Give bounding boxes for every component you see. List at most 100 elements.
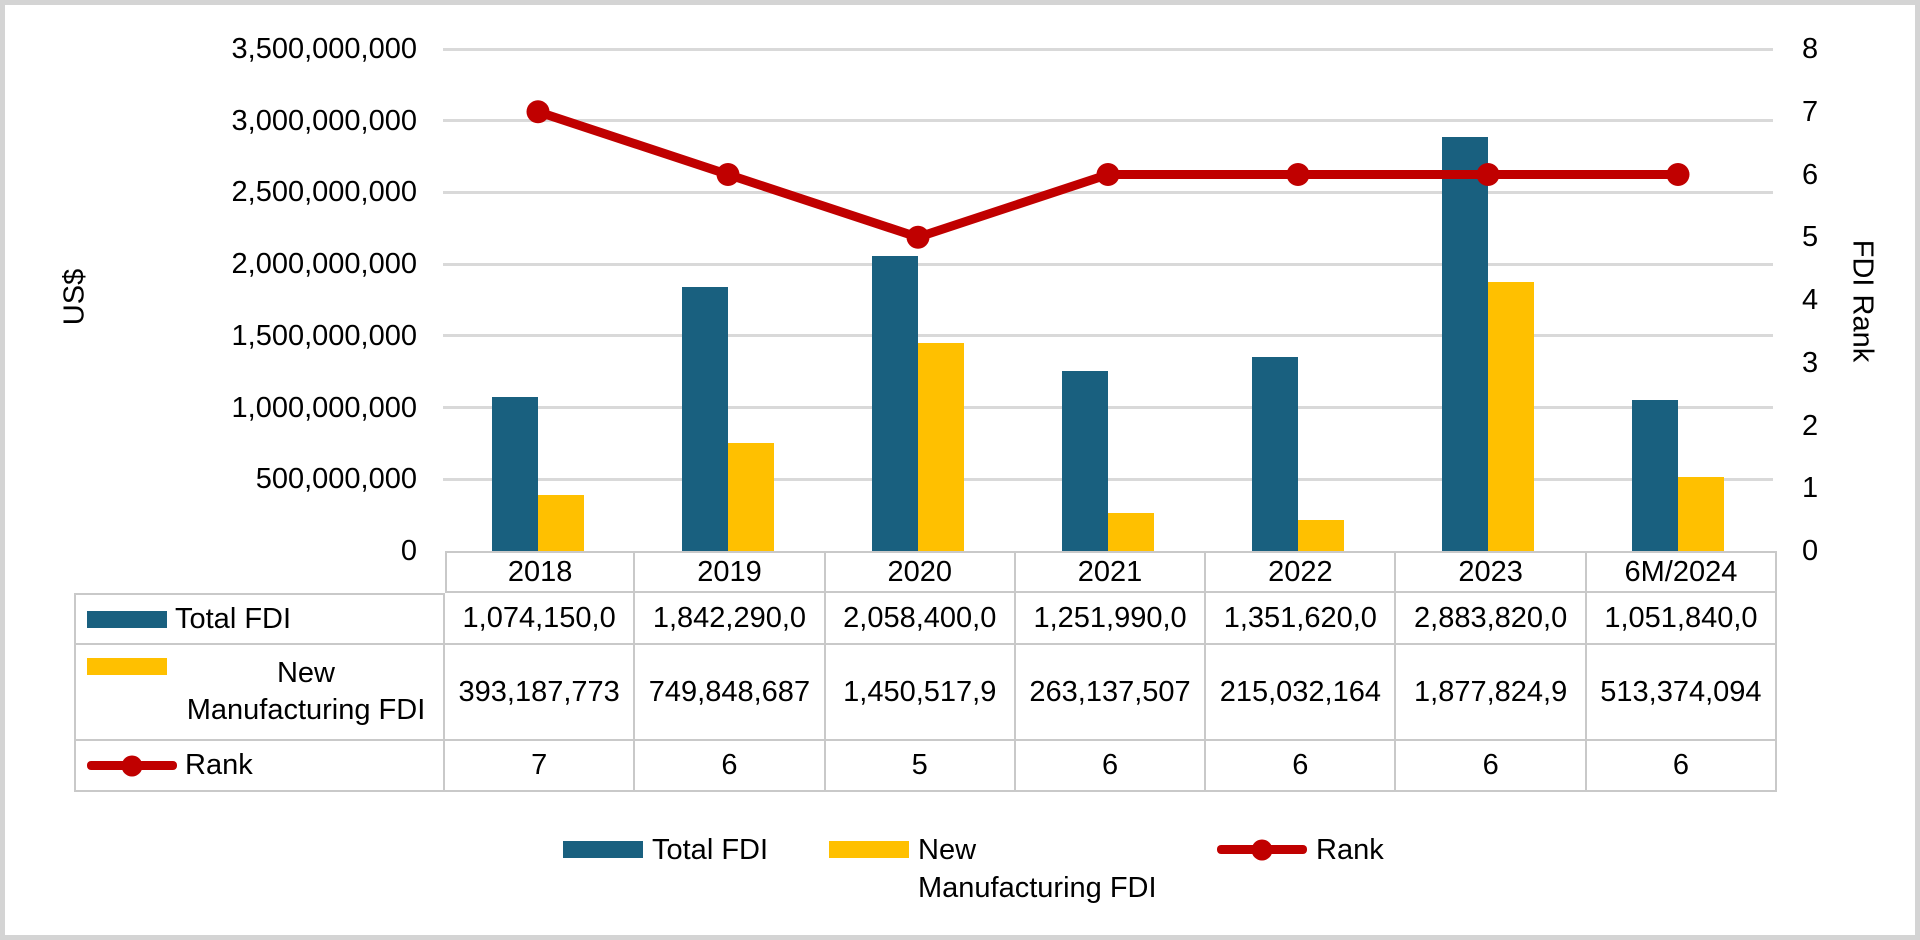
table-key-label-line: Manufacturing FDI (186, 694, 426, 726)
legend-item-new-manufacturing-fdi: New Manufacturing FDI (829, 831, 1157, 907)
table-year-header: 2018 (445, 551, 636, 593)
bar-new-manufacturing-fdi-2021 (1108, 513, 1154, 551)
table-cell: 393,187,773 (445, 645, 636, 741)
table-key-total-fdi: Total FDI (74, 593, 445, 645)
left-axis-tick-label: 2,000,000,000 (231, 248, 417, 281)
right-axis-tick-label: 5 (1802, 221, 1819, 254)
table-year-header: 2021 (1015, 551, 1207, 593)
right-axis-tick-label: 4 (1802, 284, 1819, 316)
table-swatch-total-fdi-icon (87, 610, 167, 628)
rank-marker-2020 (906, 225, 930, 249)
table-cell: 1,251,990,0 (1015, 593, 1207, 645)
left-axis-tick-label: 3,500,000,000 (231, 33, 417, 65)
bar-total-fdi-2018 (492, 396, 538, 551)
left-axis-tick-label: 500,000,000 (255, 463, 417, 496)
table-key-label-line: Rank (185, 749, 253, 781)
table-cell: 2,883,820,0 (1396, 593, 1587, 645)
table-cell: 1,051,840,0 (1586, 593, 1778, 645)
gridline (443, 477, 1773, 481)
rank-marker-6m-2024 (1666, 163, 1690, 186)
gridline (443, 190, 1773, 194)
table-key-label: Rank (185, 747, 253, 784)
gridline (443, 119, 1773, 123)
legend-item-total-fdi: Total FDI (563, 831, 768, 869)
bar-new-manufacturing-fdi-2022 (1298, 520, 1344, 551)
right-axis-title: FDI Rank (1846, 239, 1879, 363)
right-axis-tick-label: 1 (1802, 472, 1819, 505)
right-axis-tick-label: 0 (1802, 535, 1819, 567)
table-cell: 6 (1586, 741, 1778, 792)
table-cell: 6 (1396, 741, 1587, 792)
left-axis-tick-label: 1,000,000,000 (231, 391, 417, 424)
bar-total-fdi-2021 (1062, 371, 1108, 551)
bar-total-fdi-2019 (682, 286, 728, 551)
rank-line-series (526, 100, 1690, 249)
bar-new-manufacturing-fdi-2020 (918, 342, 964, 551)
bar-total-fdi-2023 (1442, 137, 1488, 551)
left-axis-tick-label: 3,000,000,000 (231, 104, 417, 137)
legend-swatch-new-manufacturing-fdi-icon (829, 841, 909, 858)
gridline (443, 262, 1773, 266)
rank-marker-2018 (526, 100, 550, 124)
bar-new-manufacturing-fdi-2019 (728, 443, 774, 551)
legend-line-marker-rank-icon (1217, 845, 1307, 854)
gridline (443, 47, 1773, 51)
table-swatch-new-manufacturing-fdi-icon (87, 658, 167, 675)
table-cell: 749,848,687 (635, 645, 826, 741)
legend-item-rank: Rank (1217, 831, 1384, 869)
table-year-header: 2020 (825, 551, 1016, 593)
right-axis-tick-label: 6 (1802, 158, 1819, 191)
table-key-label: Total FDI (175, 601, 291, 638)
bar-new-manufacturing-fdi-6m-2024 (1678, 477, 1724, 551)
table-cell: 5 (825, 741, 1016, 792)
table-key-label: New Manufacturing FDI (175, 655, 437, 729)
table-cell: 7 (445, 741, 636, 792)
rank-marker-2023 (1476, 163, 1500, 186)
legend-label-rank: Rank (1316, 834, 1384, 866)
table-cell: 1,877,824,9 (1396, 645, 1587, 741)
right-axis-tick-label: 2 (1802, 409, 1819, 442)
table-year-header: 6M/2024 (1586, 551, 1778, 593)
table-year-header: 2022 (1206, 551, 1397, 593)
table-year-header: 2023 (1396, 551, 1587, 593)
table-cell: 6 (635, 741, 826, 792)
left-axis-tick-label: 1,500,000,000 (231, 319, 417, 352)
table-cell: 1,842,290,0 (635, 593, 826, 645)
table-cell: 2,058,400,0 (825, 593, 1016, 645)
table-key-label-line: New (276, 657, 335, 689)
bar-total-fdi-2020 (872, 255, 918, 551)
table-cell: 6 (1015, 741, 1207, 792)
legend-label-new-manufacturing-fdi: New Manufacturing FDI (918, 831, 1157, 907)
rank-marker-2022 (1286, 163, 1310, 186)
left-axis-title: US$ (58, 268, 91, 326)
table-cell: 1,450,517,9 (825, 645, 1016, 741)
gridline (443, 406, 1773, 410)
table-key-new-manufacturing-fdi: New Manufacturing FDI (74, 645, 445, 741)
legend-swatch-total-fdi-icon (563, 841, 643, 858)
table-cell: 1,074,150,0 (445, 593, 636, 645)
right-axis-tick-label: 3 (1802, 346, 1819, 379)
gridline (443, 334, 1773, 338)
table-cell: 215,032,164 (1206, 645, 1397, 741)
legend-label-line-2: Manufacturing FDI (918, 872, 1157, 904)
right-axis-tick-label: 7 (1802, 95, 1819, 128)
bar-total-fdi-2022 (1252, 357, 1298, 551)
legend-label-line-1: New (918, 834, 977, 866)
bar-new-manufacturing-fdi-2018 (538, 494, 584, 551)
data-table: 2018 2019 2020 2021 2022 2023 6M/2024 Total FDI… (74, 551, 1778, 792)
table-year-header: 2019 (635, 551, 826, 593)
table-cell: 6 (1206, 741, 1397, 792)
legend-label-total-fdi: Total FDI (652, 834, 769, 866)
plot-area (443, 47, 1773, 551)
table-cell: 1,351,620,0 (1206, 593, 1397, 645)
table-key-rank: Rank (74, 741, 445, 792)
rank-marker-2021 (1096, 163, 1120, 186)
table-cell: 513,374,094 (1586, 645, 1778, 741)
right-axis-tick-label: 8 (1802, 33, 1819, 65)
rank-marker-2019 (716, 163, 740, 186)
left-axis-tick-label: 0 (400, 535, 417, 567)
left-axis-tick-label: 2,500,000,000 (231, 176, 417, 209)
table-key-label-line: Total FDI (175, 602, 292, 635)
bar-new-manufacturing-fdi-2023 (1488, 281, 1534, 551)
